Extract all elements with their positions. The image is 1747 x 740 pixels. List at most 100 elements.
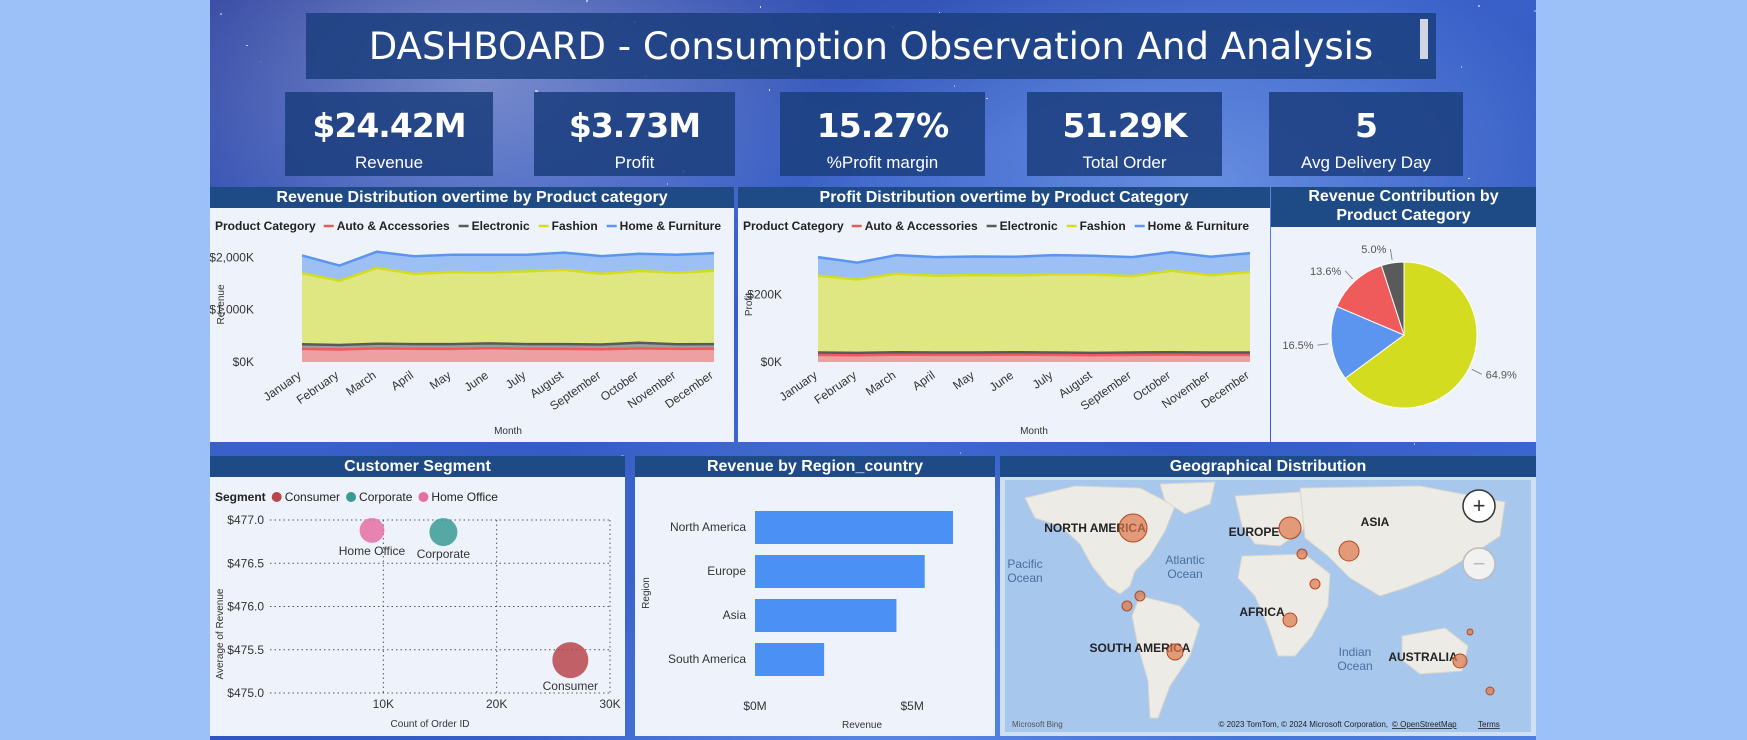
map-landmass-greenland [1159,481,1216,515]
legend-item[interactable]: Corporate [359,490,413,504]
revenue-area-chart: Product Category Auto & Accessories Electr… [210,219,722,437]
y-tick-label: $1,000K [210,303,254,317]
continent-label: EUROPE [1229,525,1280,539]
kpi-card-delivery-day: 5 Avg Delivery Day [1269,92,1463,176]
x-tick-label: $0M [743,699,766,713]
pie-data-label: 64.9% [1486,369,1517,381]
ocean-label: Ocean [1167,567,1202,581]
star [535,90,539,94]
area-auto-accessories[interactable] [302,348,714,362]
customer-segment-chart: Segment Consumer Corporate Home Office 10K 20… [215,490,621,730]
pie-slice[interactable] [1344,261,1478,409]
map-bubble[interactable] [1121,600,1133,612]
star [220,13,222,15]
region-bar[interactable] [755,599,897,632]
x-tick-label: $5M [900,699,923,713]
legend-title: Product Category [215,219,316,233]
area-auto-accessories[interactable] [818,354,1250,362]
map-bubble[interactable] [1118,513,1148,543]
map-bubble[interactable] [1452,653,1468,669]
y-tick-label: North America [670,520,746,534]
star [666,183,669,185]
y-axis-label: Average of Revenue [215,588,226,679]
area-fashion[interactable] [302,267,714,345]
x-tick-label: 30K [599,697,620,711]
legend-item[interactable]: Fashion [552,219,598,233]
title-scrollbar[interactable] [1420,19,1428,59]
pie-slice[interactable] [1336,264,1405,336]
zoom-in-button[interactable] [1462,489,1496,523]
legend-item[interactable]: Consumer [285,490,340,504]
region-bar[interactable] [755,555,925,588]
kpi-label: Revenue [354,153,424,172]
map-bubble[interactable] [1278,516,1302,540]
map-bubble[interactable] [1338,540,1360,562]
continent-label: ASIA [1361,515,1390,529]
legend-item[interactable]: Home Office [431,490,498,504]
ocean-label: Atlantic [1165,553,1204,567]
y-tick-label: $477.0 [227,513,264,527]
y-axis-label: Revenue [216,284,227,324]
map-bubble[interactable] [1485,686,1495,696]
x-axis-label: Month [1020,426,1048,437]
area-home-furniture[interactable] [818,252,1250,280]
scatter-point[interactable] [429,518,458,547]
legend-item[interactable]: Home & Furniture [1148,219,1250,233]
map-bubble[interactable] [1134,590,1146,602]
x-axis-label: Count of Order ID [391,719,470,730]
star [246,44,248,47]
pie-slice[interactable] [1380,261,1405,336]
region-bar-chart: North America Europe Asia South America $0M $… [641,511,953,731]
kpi-label: Profit [614,153,655,172]
y-tick-label: Asia [723,608,747,622]
x-tick-label: February [812,368,859,407]
dashboard-background: DASHBOARD - Consumption Observation And … [210,0,1536,740]
kpi-label: Total Order [1082,153,1167,172]
legend-item[interactable]: Electronic [472,219,530,233]
map-bubble[interactable] [1466,628,1474,636]
scatter-point[interactable] [552,642,589,679]
zoom-out-button[interactable] [1462,547,1496,581]
osm-link[interactable]: © OpenStreetMap [1392,720,1457,729]
map-bubble[interactable] [1309,578,1321,590]
profit-area-chart: Product Category Auto & Accessories Electr… [743,219,1252,437]
legend-item[interactable]: Fashion [1080,219,1126,233]
area-fashion[interactable] [818,270,1250,353]
legend-item[interactable]: Auto & Accessories [337,219,450,233]
legend-item[interactable]: Home & Furniture [620,219,722,233]
region-bar[interactable] [755,511,953,544]
customer-segment-panel: Segment Consumer Corporate Home Office 10K 20… [210,456,625,736]
pie-slice[interactable] [1330,305,1406,379]
kpi-card-revenue: $24.42M Revenue [285,92,493,176]
x-tick-label: February [294,368,341,407]
region-bar[interactable] [755,643,825,676]
geo-map-panel: NORTH AMERICA EUROPE ASIA AFRICA SOUTH AMERI… [1000,456,1536,736]
star [1478,5,1480,7]
x-tick-label: July [1030,368,1056,392]
revenue-area-title: Revenue Distribution overtime by Product… [210,187,734,208]
kpi-value: 5 [1355,106,1378,145]
legend-item[interactable]: Electronic [1000,219,1058,233]
x-tick-label: April [388,368,416,393]
legend-item[interactable]: Auto & Accessories [865,219,978,233]
series-line [817,269,1251,281]
map-bubble[interactable] [1282,612,1298,628]
map-bubble[interactable] [1296,548,1308,560]
point-label: Corporate [417,547,471,561]
y-tick-label: $200K [747,287,782,301]
pie-data-label: 13.6% [1310,266,1341,278]
ocean-label: Ocean [1007,571,1042,585]
x-tick-label: March [863,368,898,399]
map-bubble[interactable] [1166,643,1184,661]
profit-area-panel: Product Category Auto & Accessories Electr… [738,187,1270,442]
x-tick-label: June [462,368,492,395]
star [1534,10,1536,12]
geo-map-title: Geographical Distribution [1000,456,1536,477]
area-home-furniture[interactable] [302,251,714,281]
map-landmass-north-america [1024,485,1176,595]
kpi-value: $24.42M [312,106,466,145]
scatter-point[interactable] [359,517,385,543]
terms-link[interactable]: Terms [1478,720,1500,729]
y-tick-label: $476.0 [227,600,264,614]
